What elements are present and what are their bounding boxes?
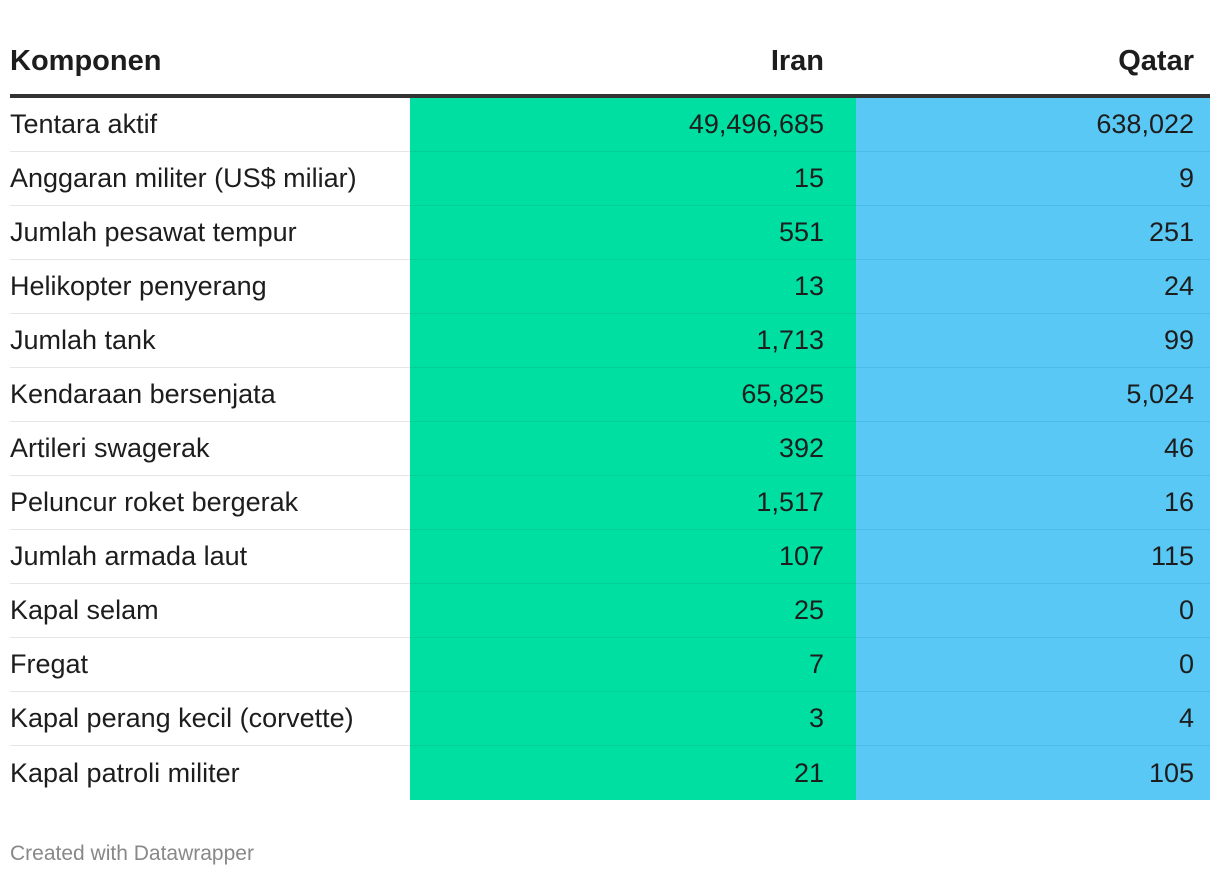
column-header-iran: Iran (770, 44, 824, 77)
cell-qatar: 0 (856, 584, 1210, 638)
cell-qatar: 16 (856, 476, 1210, 530)
cell-qatar: 115 (856, 530, 1210, 584)
cell-qatar: 5,024 (856, 368, 1210, 422)
cell-qatar: 105 (856, 746, 1210, 800)
row-label: Fregat (10, 638, 410, 692)
table-row: Jumlah pesawat tempur 551 251 (10, 206, 1210, 260)
cell-iran: 65,825 (410, 368, 856, 422)
column-header-komponen: Komponen (10, 44, 162, 77)
cell-qatar: 251 (856, 206, 1210, 260)
table-body: Tentara aktif 49,496,685 638,022 Anggaran m… (10, 98, 1210, 800)
cell-iran: 7 (410, 638, 856, 692)
datawrapper-credit: Created with Datawrapper (10, 842, 254, 865)
cell-iran: 15 (410, 152, 856, 206)
cell-iran: 392 (410, 422, 856, 476)
row-label: Artileri swagerak (10, 422, 410, 476)
cell-iran: 1,713 (410, 314, 856, 368)
row-label: Peluncur roket bergerak (10, 476, 410, 530)
table-row: Artileri swagerak 392 46 (10, 422, 1210, 476)
row-label: Tentara aktif (10, 98, 410, 152)
row-label: Anggaran militer (US$ miliar) (10, 152, 410, 206)
table-row: Kendaraan bersenjata 65,825 5,024 (10, 368, 1210, 422)
cell-iran: 107 (410, 530, 856, 584)
cell-iran: 25 (410, 584, 856, 638)
table-row: Fregat 7 0 (10, 638, 1210, 692)
data-table: Komponen Iran Qatar Tentara aktif 49,496,… (10, 28, 1210, 800)
table-row: Kapal perang kecil (corvette) 3 4 (10, 692, 1210, 746)
table-row: Jumlah armada laut 107 115 (10, 530, 1210, 584)
row-label: Kendaraan bersenjata (10, 368, 410, 422)
cell-qatar: 24 (856, 260, 1210, 314)
table-row: Anggaran militer (US$ miliar) 15 9 (10, 152, 1210, 206)
row-label: Jumlah pesawat tempur (10, 206, 410, 260)
table-row: Jumlah tank 1,713 99 (10, 314, 1210, 368)
table-row: Tentara aktif 49,496,685 638,022 (10, 98, 1210, 152)
column-header-qatar: Qatar (1118, 44, 1194, 77)
row-label: Jumlah tank (10, 314, 410, 368)
cell-iran: 49,496,685 (410, 98, 856, 152)
cell-qatar: 46 (856, 422, 1210, 476)
cell-qatar: 0 (856, 638, 1210, 692)
cell-qatar: 4 (856, 692, 1210, 746)
cell-qatar: 638,022 (856, 98, 1210, 152)
row-label: Kapal selam (10, 584, 410, 638)
row-label: Kapal perang kecil (corvette) (10, 692, 410, 746)
row-label: Helikopter penyerang (10, 260, 410, 314)
row-label: Kapal patroli militer (10, 757, 240, 788)
cell-qatar: 9 (856, 152, 1210, 206)
cell-iran: 21 (410, 746, 856, 800)
table-row: Kapal selam 25 0 (10, 584, 1210, 638)
table-row: Helikopter penyerang 13 24 (10, 260, 1210, 314)
cell-qatar: 99 (856, 314, 1210, 368)
cell-iran: 3 (410, 692, 856, 746)
table-row: Kapal patroli militer 21 105 (10, 746, 1210, 800)
table-row: Peluncur roket bergerak 1,517 16 (10, 476, 1210, 530)
cell-iran: 13 (410, 260, 856, 314)
row-label: Jumlah armada laut (10, 530, 410, 584)
table-header: Komponen Iran Qatar (10, 28, 1210, 98)
cell-iran: 551 (410, 206, 856, 260)
cell-iran: 1,517 (410, 476, 856, 530)
